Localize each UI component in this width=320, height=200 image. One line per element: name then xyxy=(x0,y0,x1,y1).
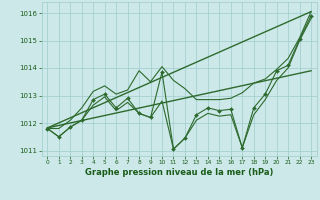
X-axis label: Graphe pression niveau de la mer (hPa): Graphe pression niveau de la mer (hPa) xyxy=(85,168,273,177)
